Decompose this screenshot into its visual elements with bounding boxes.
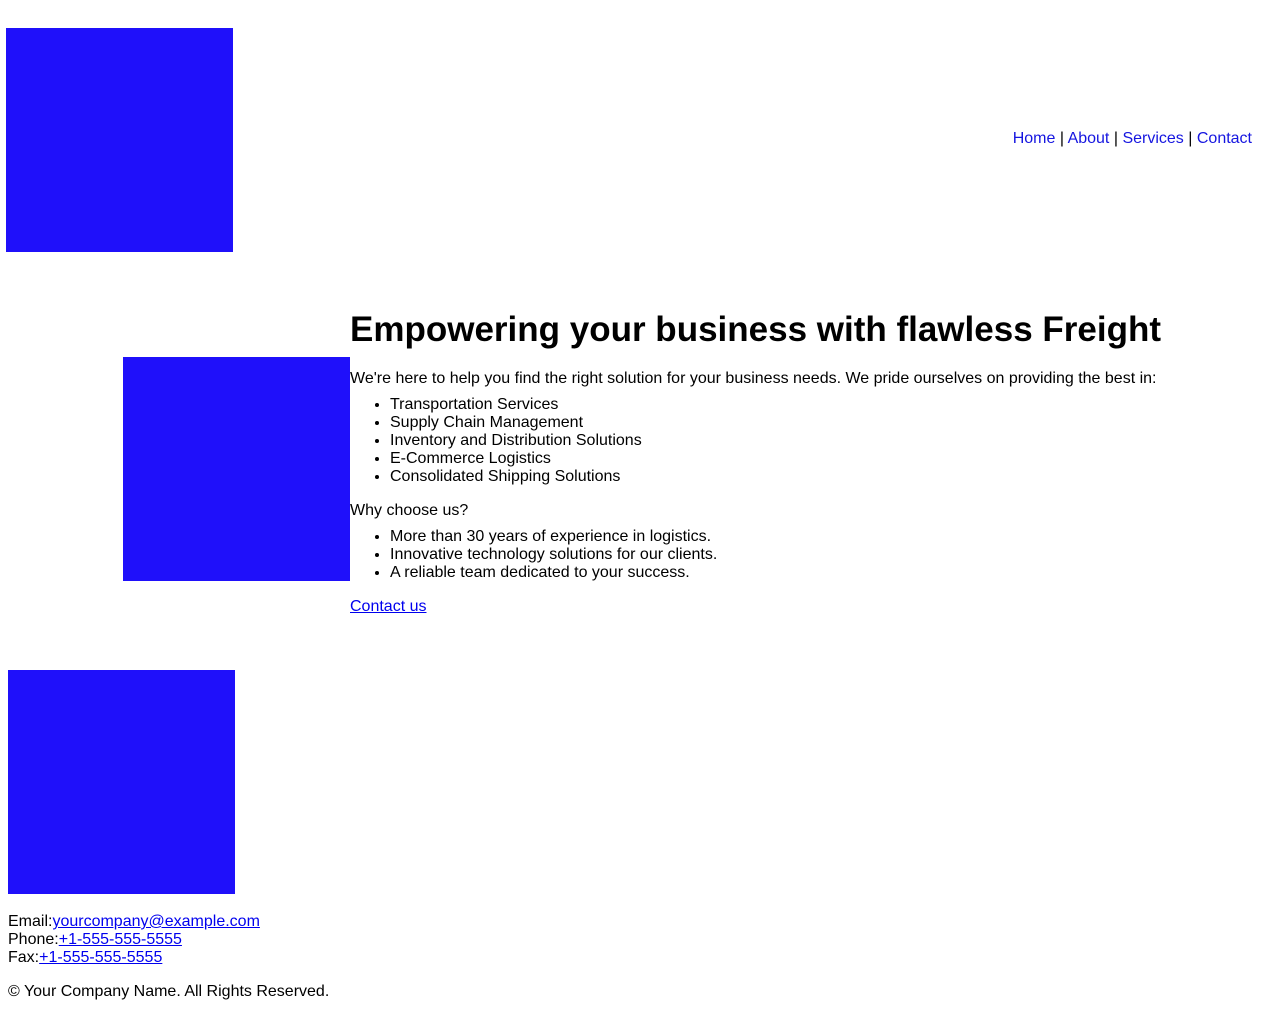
phone-label: Phone: bbox=[8, 931, 59, 948]
copyright-text: © Your Company Name. All Rights Reserved… bbox=[8, 983, 330, 1000]
intro-text: We're here to help you find the right so… bbox=[350, 370, 1157, 387]
page-title: Empowering your business with flawless F… bbox=[350, 310, 1161, 349]
nav-separator: | bbox=[1113, 130, 1123, 147]
logo-image bbox=[6, 28, 233, 252]
contact-us-link[interactable]: Contact us bbox=[350, 598, 427, 615]
reasons-list: More than 30 years of experience in logi… bbox=[350, 528, 1270, 582]
list-item: Inventory and Distribution Solutions bbox=[390, 432, 1270, 450]
nav-services-link[interactable]: Services bbox=[1122, 130, 1184, 147]
list-item: More than 30 years of experience in logi… bbox=[390, 528, 1270, 546]
nav-contact-link[interactable]: Contact bbox=[1196, 130, 1252, 147]
list-item: A reliable team dedicated to your succes… bbox=[390, 564, 1270, 582]
why-heading: Why choose us? bbox=[350, 502, 469, 519]
nav-separator: | bbox=[1059, 130, 1068, 147]
email-link[interactable]: yourcompany@example.com bbox=[52, 913, 260, 930]
cta-wrap: Contact us bbox=[350, 598, 1270, 616]
fax-link[interactable]: +1-555-555-5555 bbox=[39, 949, 163, 966]
email-label: Email: bbox=[8, 913, 53, 930]
fax-label: Fax: bbox=[8, 949, 40, 966]
nav-home-link[interactable]: Home bbox=[1012, 130, 1056, 147]
list-item: Supply Chain Management bbox=[390, 414, 1270, 432]
list-item: Transportation Services bbox=[390, 396, 1270, 414]
phone-row: Phone:+1-555-555-5555 bbox=[8, 931, 260, 949]
footer-contact: Email:yourcompany@example.com Phone:+1-5… bbox=[8, 913, 260, 967]
list-item: Consolidated Shipping Solutions bbox=[390, 468, 1270, 486]
main-content: Empowering your business with flawless F… bbox=[350, 308, 1270, 616]
nav-about-link[interactable]: About bbox=[1067, 130, 1110, 147]
email-row: Email:yourcompany@example.com bbox=[8, 913, 260, 931]
hero-image bbox=[123, 357, 350, 581]
nav-separator: | bbox=[1188, 130, 1197, 147]
footer-logo-image bbox=[8, 670, 235, 894]
fax-row: Fax:+1-555-555-5555 bbox=[8, 949, 260, 967]
list-item: E-Commerce Logistics bbox=[390, 450, 1270, 468]
services-list: Transportation Services Supply Chain Man… bbox=[350, 396, 1270, 486]
phone-link[interactable]: +1-555-555-5555 bbox=[58, 931, 182, 948]
list-item: Innovative technology solutions for our … bbox=[390, 546, 1270, 564]
main-nav: Home | About | Services | Contact bbox=[1013, 129, 1252, 149]
